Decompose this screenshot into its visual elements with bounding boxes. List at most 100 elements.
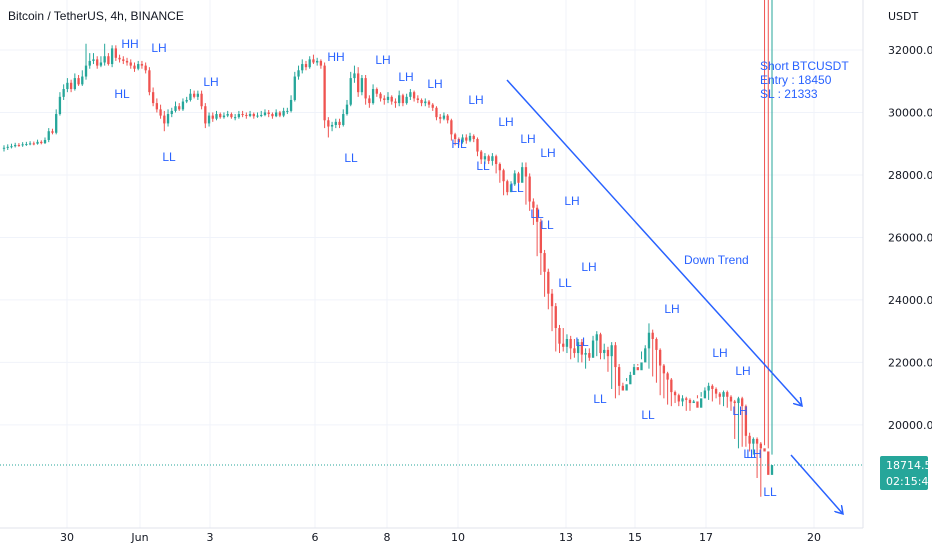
time-tick-label: 3	[207, 531, 214, 544]
candle-down	[621, 385, 625, 391]
candle-up	[260, 114, 263, 116]
candle-down	[767, 451, 770, 475]
candle-up	[353, 73, 356, 79]
trend-label: Down Trend	[684, 253, 749, 267]
candle-up	[6, 146, 9, 148]
swing-label-hh: HH	[327, 50, 344, 64]
candle-up	[722, 392, 725, 397]
candle-down	[379, 93, 382, 99]
time-tick-label: 17	[699, 531, 713, 544]
candle-up	[591, 340, 595, 358]
candle-up	[84, 65, 88, 77]
candle-down	[211, 115, 214, 119]
candle-down	[439, 117, 442, 119]
candle-up	[92, 59, 95, 61]
candle-up	[625, 384, 628, 391]
candle-up	[603, 349, 606, 354]
candle-down	[502, 170, 505, 182]
candle-down	[547, 271, 550, 294]
swing-label-lh: LH	[427, 77, 442, 91]
candle-up	[166, 114, 170, 124]
candle-up	[398, 95, 401, 104]
candle-up	[509, 184, 513, 193]
candle-up	[360, 78, 364, 93]
price-tick-label: 22000.00	[888, 356, 932, 369]
swing-label-ll: LL	[476, 159, 490, 173]
candle-down	[517, 173, 520, 183]
swing-label-lh: LH	[151, 41, 166, 55]
candle-down	[368, 98, 371, 104]
candle-down	[125, 60, 129, 63]
candle-up	[10, 146, 13, 148]
candle-down	[96, 59, 99, 66]
trend-lines	[506, 79, 843, 514]
candle-down	[558, 328, 561, 344]
trade-note-line-1: Short BTCUSDT	[760, 59, 849, 73]
swing-label-lh: LH	[540, 146, 555, 160]
swing-label-lh: LH	[746, 447, 761, 461]
candle-down	[394, 101, 397, 104]
candle-down	[416, 98, 419, 100]
candle-down	[763, 448, 766, 452]
candle-down	[271, 114, 274, 117]
candle-up	[21, 144, 24, 146]
candle-up	[737, 398, 740, 404]
candle-up	[62, 89, 65, 97]
time-tick-label: 10	[451, 531, 465, 544]
candle-countdown: 02:15:45	[886, 475, 932, 488]
candle-down	[532, 201, 535, 208]
candle-up	[55, 114, 58, 133]
candle-down	[122, 59, 125, 61]
candle-up	[58, 96, 62, 115]
chart-title: Bitcoin / TetherUS, 4h, BINANCE	[8, 9, 184, 23]
candle-up	[692, 401, 695, 404]
last-price-tag[interactable]: 18714.58 02:15:45	[880, 456, 932, 491]
swing-label-lh: LH	[498, 115, 513, 129]
swing-label-ll: LL	[540, 218, 554, 232]
swing-label-lh: LH	[375, 53, 390, 67]
candle-down	[338, 121, 341, 125]
candle-up	[73, 78, 76, 90]
candle-down	[155, 103, 159, 110]
time-tick-label: Jun	[130, 531, 148, 544]
candle-down	[450, 120, 453, 135]
candle-up	[681, 398, 684, 402]
candle-down	[230, 114, 233, 118]
swing-label-lh: LH	[735, 364, 750, 378]
candle-down	[617, 367, 621, 386]
candle-up	[274, 112, 278, 117]
candle-up	[137, 64, 140, 69]
candle-up	[47, 131, 50, 140]
candle-up	[286, 110, 289, 112]
candle-down	[114, 48, 118, 58]
price-axis[interactable]: 32000.00 30000.00 28000.00 26000.00 24000.00…	[888, 44, 932, 432]
candle-up	[342, 114, 345, 125]
candle-down	[550, 293, 554, 307]
candle-down	[569, 338, 572, 349]
candle-up	[103, 56, 106, 63]
candle-down	[40, 141, 43, 144]
time-tick-label: 6	[312, 531, 319, 544]
time-axis[interactable]: 30 Jun 3 6 8 10 13 15 17 20	[60, 531, 821, 544]
candle-up	[468, 135, 472, 141]
candle-up	[174, 106, 177, 111]
swing-label-ll: LL	[530, 207, 544, 221]
swing-label-lh: LH	[520, 132, 535, 146]
candle-down	[390, 96, 393, 102]
candle-down	[528, 176, 531, 202]
candle-up	[237, 114, 241, 118]
candle-down	[383, 98, 386, 100]
candle-up	[770, 465, 774, 475]
candle-up	[282, 110, 285, 116]
candle-up	[513, 173, 516, 185]
candle-down	[159, 109, 162, 116]
candle-up	[215, 114, 218, 119]
candle-up	[330, 124, 334, 127]
candle-down	[744, 406, 748, 436]
time-tick-label: 13	[559, 531, 573, 544]
candle-down	[267, 112, 270, 115]
candle-up	[640, 362, 643, 371]
candle-up	[442, 115, 446, 119]
candle-up	[207, 115, 211, 124]
